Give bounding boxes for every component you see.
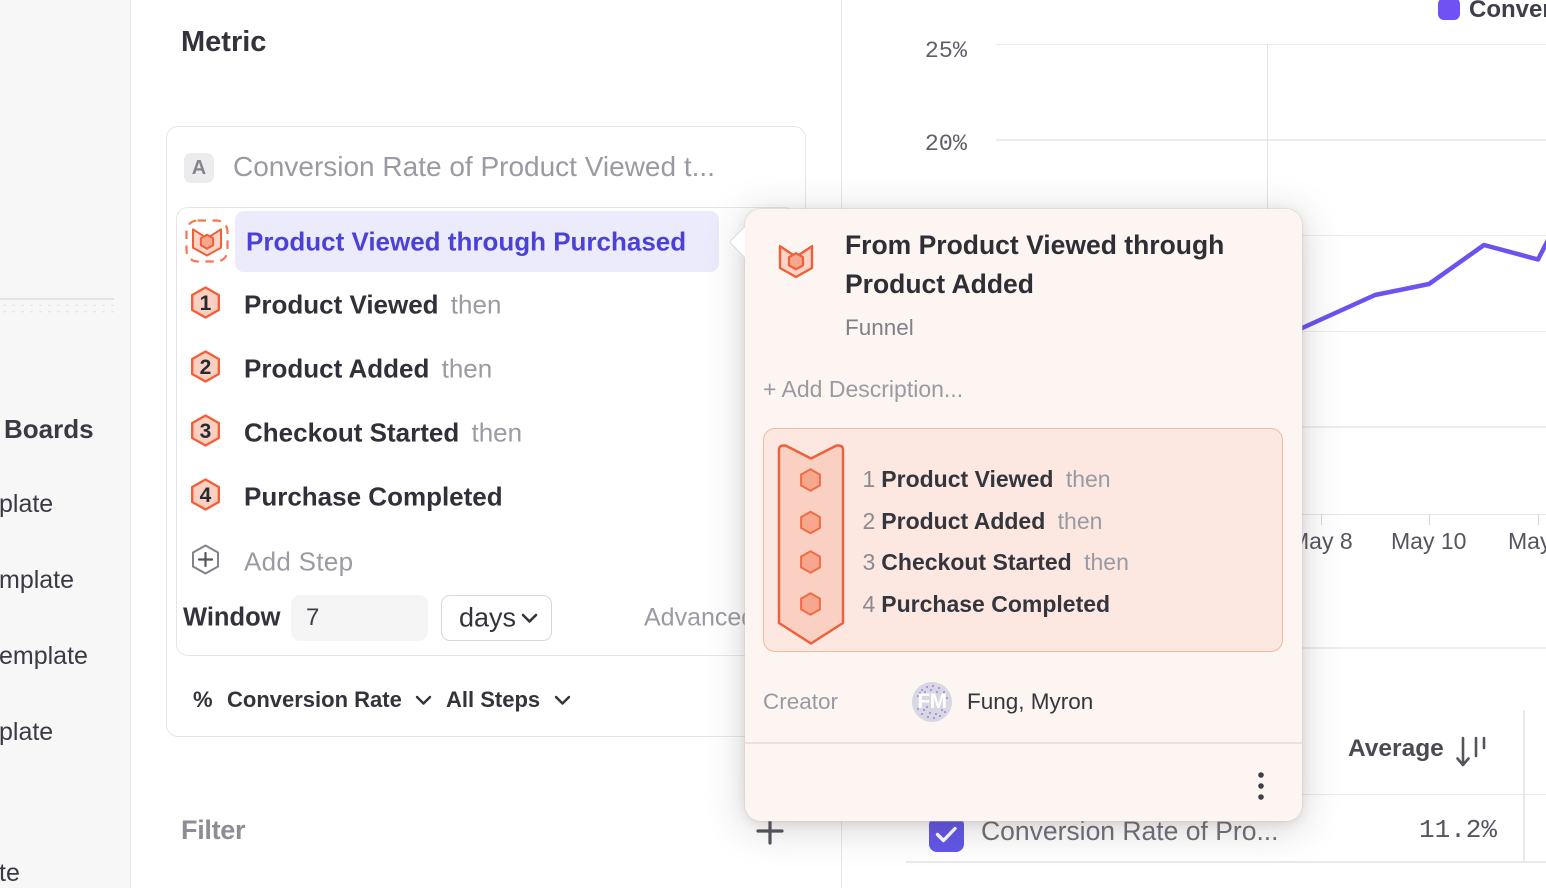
svg-text:4: 4 (200, 484, 212, 507)
svg-text:1: 1 (200, 292, 212, 315)
svg-text:2: 2 (200, 356, 212, 379)
svg-text:3: 3 (200, 420, 212, 443)
